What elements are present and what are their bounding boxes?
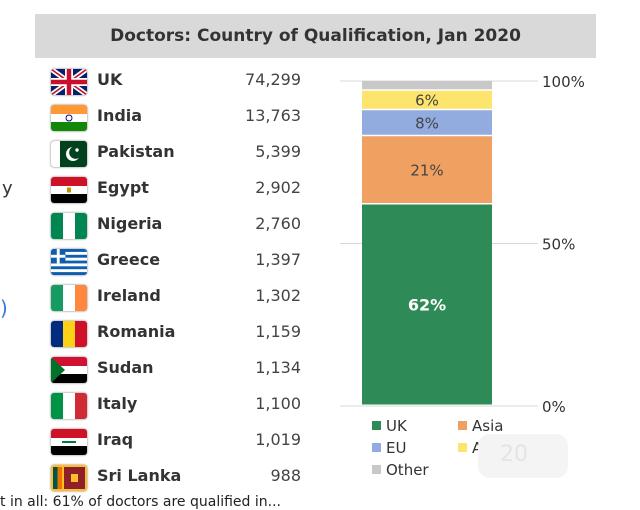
ireland-flag-icon [51,285,87,311]
country-count: 74,299 [245,70,301,89]
country-count: 1,397 [255,250,301,269]
country-row-iraq: Iraq 1,019 [51,426,301,458]
country-count: 1,019 [255,430,301,449]
uk-flag-icon [51,69,87,95]
country-name: Sudan [97,358,154,377]
country-name: Nigeria [97,214,163,233]
sri-lanka-flag-icon [51,465,87,491]
legend-swatch-other [372,465,381,474]
y-tick-label: 0% [542,398,566,416]
country-name: Romania [97,322,176,341]
legend-label-uk: UK [386,417,408,435]
country-name: Iraq [97,430,134,449]
country-row-italy: Italy 1,100 [51,390,301,422]
bar-segment-asia [362,136,492,203]
egypt-flag-icon [51,177,87,203]
y-tick-label: 50% [542,236,575,254]
country-row-uk: UK 74,299 [51,66,301,98]
caption-text: t in all: 61% of doctors are qualified i… [0,494,281,510]
watermark-text: 20 [500,442,528,467]
country-count: 1,302 [255,286,301,305]
data-label-africa: 6% [415,92,439,110]
bar-segment-uk [362,204,492,405]
country-name: Greece [97,250,161,269]
country-count: 1,134 [255,358,301,377]
country-row-india: India 13,763 [51,102,301,134]
legend-swatch-asia [458,421,467,430]
pakistan-flag-icon [51,141,87,167]
legend-label-asia: Asia [472,417,503,435]
country-name: Egypt [97,178,149,197]
bar-segment-africa [362,90,492,109]
edge-mark-icon: ) [0,296,8,320]
legend-swatch-africa [458,443,467,452]
greece-flag-icon [51,249,87,275]
title-bar: Doctors: Country of Qualification, Jan 2… [35,14,596,58]
romania-flag-icon [51,321,87,347]
country-name: Sri Lanka [97,466,182,485]
country-row-ireland: Ireland 1,302 [51,282,301,314]
india-flag-icon [51,105,87,131]
country-row-pakistan: Pakistan 5,399 [51,138,301,170]
data-label-eu: 8% [415,114,439,132]
country-count: 5,399 [255,142,301,161]
y-tick-label: 100% [542,73,585,91]
nigeria-flag-icon [51,213,87,239]
country-name: India [97,106,143,125]
country-count: 2,760 [255,214,301,233]
country-row-romania: Romania 1,159 [51,318,301,350]
country-row-greece: Greece 1,397 [51,246,301,278]
legend-label-other: Other [386,461,429,479]
country-name: Ireland [97,286,161,305]
country-row-sudan: Sudan 1,134 [51,354,301,386]
country-count: 2,902 [255,178,301,197]
country-row-egypt: Egypt 2,902 [51,174,301,206]
country-count: 1,100 [255,394,301,413]
country-count: 13,763 [245,106,301,125]
bar-segment-other [362,81,492,90]
legend-label-eu: EU [386,439,406,457]
chart-title: Doctors: Country of Qualification, Jan 2… [110,26,521,46]
country-name: UK [97,70,123,89]
sudan-flag-icon [51,357,87,383]
country-count: 988 [270,466,301,485]
country-row-nigeria: Nigeria 2,760 [51,210,301,242]
country-name: Pakistan [97,142,175,161]
country-row-sri-lanka: Sri Lanka 988 [51,462,301,494]
chart-panel: Doctors: Country of Qualification, Jan 2… [35,14,596,491]
legend-swatch-eu [372,443,381,452]
data-label-asia: 21% [410,161,443,179]
legend-swatch-uk [372,421,381,430]
watermark-bubble [478,434,568,478]
stacked-bar-chart: 0%50%100%62%21%8%6%UKAsiaEUAfricaOther [340,73,585,479]
iraq-flag-icon [51,429,87,455]
side-text: y [2,178,13,199]
country-name: Italy [97,394,138,413]
country-count: 1,159 [255,322,301,341]
bar-segment-eu [362,110,492,135]
italy-flag-icon [51,393,87,419]
data-label-uk: 62% [408,295,446,314]
